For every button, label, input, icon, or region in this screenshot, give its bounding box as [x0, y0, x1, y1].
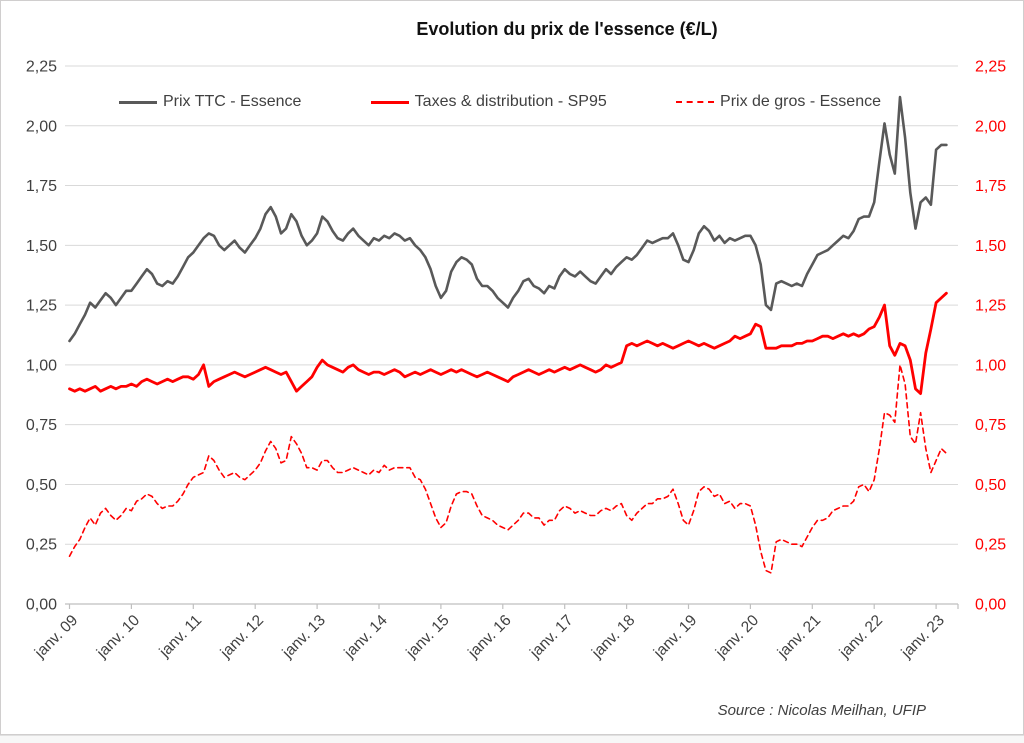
legend-item-taxes-distribution: Taxes & distribution - SP95 [370, 93, 607, 111]
bottom-edge-strip [0, 735, 1024, 743]
x-tick-label: janv. 14 [341, 612, 392, 663]
x-tick-label: janv. 09 [31, 612, 81, 662]
y-tick-label-right: 1,50 [975, 238, 1006, 255]
y-tick-label-left: 1,75 [26, 178, 57, 195]
legend-label-taxes-distribution: Taxes & distribution - SP95 [414, 93, 607, 110]
y-tick-label-left: 0,25 [26, 537, 57, 554]
legend-label-prix-ttc: Prix TTC - Essence [163, 93, 302, 110]
x-tick-label: janv. 19 [650, 612, 700, 662]
x-tick-label: janv. 16 [464, 612, 514, 662]
x-tick-label: janv. 23 [898, 612, 948, 662]
x-tick-label: janv. 21 [774, 612, 824, 662]
y-tick-label-left: 2,25 [26, 59, 57, 76]
series-line-1-solid [68, 291, 948, 396]
series-line-0-solid [68, 95, 948, 343]
x-tick-label: janv. 13 [279, 612, 329, 662]
y-tick-label-right: 0,25 [975, 537, 1006, 554]
y-tick-label-left: 2,00 [26, 118, 57, 135]
y-tick-label-right: 1,00 [975, 357, 1006, 374]
x-axis [65, 603, 959, 609]
legend-label-prix-de-gros: Prix de gros - Essence [720, 93, 881, 110]
series-line-2-dashed [68, 364, 948, 574]
legend-item-prix-de-gros: Prix de gros - Essence [676, 93, 881, 111]
y-axis-labels-left: 0,00 0,25 0,50 0,75 1,00 1,25 1,50 1,75 2,00 2,25 [26, 59, 57, 614]
red-dashed-line-icon [676, 101, 715, 103]
x-axis-labels: janv. 09 janv. 10 janv. 11 janv. 12 janv. 13… [31, 612, 948, 663]
y-tick-label-right: 2,00 [975, 118, 1006, 135]
y-tick-label-right: 0,75 [975, 417, 1006, 434]
y-tick-label-right: 1,25 [975, 298, 1006, 315]
y-tick-label-left: 1,50 [26, 238, 57, 255]
y-tick-label-left: 1,25 [26, 298, 57, 315]
x-tick-label: janv. 17 [526, 612, 576, 662]
x-tick-label: janv. 22 [836, 612, 886, 662]
y-axis-labels-right: 0,00 0,25 0,50 0,75 1,00 1,25 1,50 1,75 2,00 2,25 [975, 59, 1006, 614]
y-tick-label-right: 0,50 [975, 477, 1006, 494]
gridlines [65, 65, 958, 545]
x-tick-label: janv. 11 [156, 612, 205, 661]
x-tick-label: janv. 12 [217, 612, 267, 662]
gray-solid-line-icon [119, 100, 157, 104]
y-tick-label-right: 0,00 [975, 597, 1006, 614]
y-tick-label-left: 0,00 [26, 597, 57, 614]
source-note: Source : Nicolas Meilhan, UFIP [717, 702, 926, 719]
y-tick-label-left: 0,75 [26, 417, 57, 434]
x-tick-label: janv. 15 [402, 612, 452, 662]
chart-title: Evolution du prix de l'essence (€/L) [416, 19, 718, 39]
y-tick-label-right: 1,75 [975, 178, 1006, 195]
y-tick-label-right: 2,25 [975, 59, 1006, 76]
red-solid-line-icon [370, 100, 409, 104]
y-tick-label-left: 1,00 [26, 357, 57, 374]
legend: Prix TTC - Essence Taxes & distribution … [119, 93, 881, 111]
x-tick-label: janv. 20 [712, 612, 763, 663]
x-tick-label: janv. 18 [588, 612, 638, 662]
y-tick-label-left: 0,50 [26, 477, 57, 494]
legend-item-prix-ttc: Prix TTC - Essence [119, 93, 301, 111]
x-tick-label: janv. 10 [93, 612, 144, 663]
